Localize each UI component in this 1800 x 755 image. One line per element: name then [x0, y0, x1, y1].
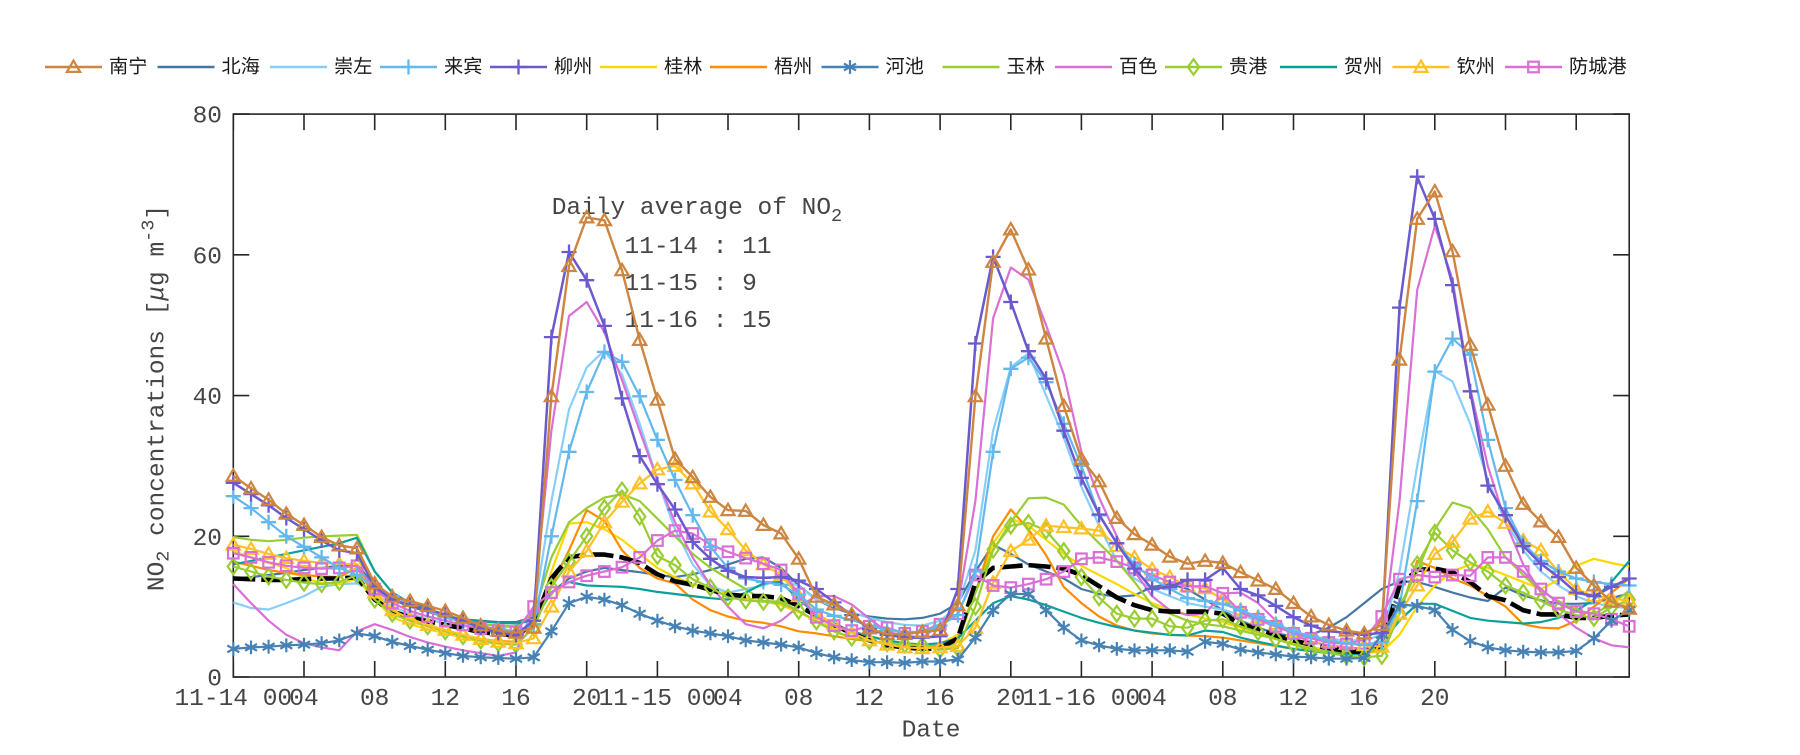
svg-text:11-15 : 9: 11-15 : 9	[625, 271, 757, 298]
svg-text:Date: Date	[902, 718, 961, 745]
svg-text:08: 08	[1208, 686, 1237, 713]
svg-text:20: 20	[996, 686, 1025, 713]
svg-text:NO2 concentrations [μg m-3]: NO2 concentrations [μg m-3]	[139, 205, 175, 591]
svg-text:80: 80	[193, 104, 222, 131]
svg-text:04: 04	[713, 686, 742, 713]
svg-text:08: 08	[784, 686, 813, 713]
svg-text:16: 16	[925, 686, 954, 713]
svg-text:11-16 : 15: 11-16 : 15	[625, 308, 772, 335]
svg-text:04: 04	[289, 686, 318, 713]
svg-text:04: 04	[1137, 686, 1166, 713]
svg-text:16: 16	[1349, 686, 1378, 713]
svg-text:11-14 00: 11-14 00	[174, 686, 292, 713]
svg-text:12: 12	[431, 686, 460, 713]
svg-text:60: 60	[193, 244, 222, 271]
svg-text:11-16 00: 11-16 00	[1023, 686, 1141, 713]
svg-text:40: 40	[193, 385, 222, 412]
svg-text:16: 16	[501, 686, 530, 713]
svg-text:11-14 : 11: 11-14 : 11	[625, 234, 772, 261]
svg-text:12: 12	[1279, 686, 1308, 713]
svg-text:20: 20	[572, 686, 601, 713]
svg-text:08: 08	[360, 686, 389, 713]
svg-text:20: 20	[193, 526, 222, 553]
svg-text:12: 12	[855, 686, 884, 713]
svg-text:11-15 00: 11-15 00	[599, 686, 717, 713]
svg-text:0: 0	[207, 667, 222, 694]
svg-text:20: 20	[1420, 686, 1449, 713]
